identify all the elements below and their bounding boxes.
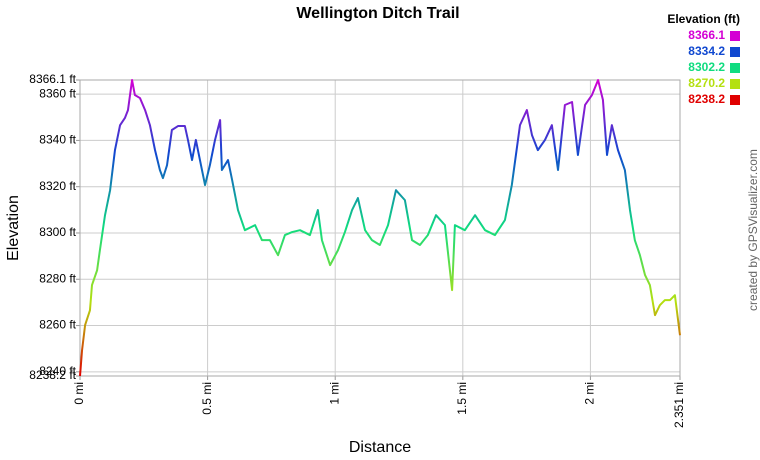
y-tick-label: 8238.2 ft (29, 368, 76, 382)
legend-label: 8270.2 (688, 76, 725, 90)
y-tick-label: 8320 ft (39, 179, 76, 193)
x-tick-label: 1.5 mi (455, 382, 469, 415)
x-tick-label: 1 mi (327, 382, 341, 405)
legend-title: Elevation (ft) (667, 12, 740, 26)
chart-title: Wellington Ditch Trail (296, 5, 459, 22)
elevation-line (79, 79, 681, 377)
x-tick-label: 2.351 mi (672, 382, 686, 428)
legend-label: 8334.2 (688, 44, 725, 58)
y-tick-label: 8300 ft (39, 225, 76, 239)
legend-swatch (730, 79, 740, 89)
x-axis-label: Distance (349, 439, 411, 456)
legend-swatch (730, 63, 740, 73)
legend-swatch (730, 47, 740, 57)
y-tick-label: 8280 ft (39, 271, 76, 285)
plot-frame (79, 79, 681, 377)
y-tick-label: 8366.1 ft (29, 72, 76, 86)
y-tick-label: 8340 ft (39, 133, 76, 147)
y-tick-label: 8260 ft (39, 318, 76, 332)
y-tick-label: 8240 ft (39, 364, 76, 378)
legend-swatch (730, 31, 740, 41)
legend-label: 8366.1 (688, 28, 725, 42)
y-tick-label: 8360 ft (39, 86, 76, 100)
x-tick-label: 0 mi (72, 382, 86, 405)
y-axis-label: Elevation (5, 195, 22, 261)
credit: created by GPSVisualizer.com (746, 149, 760, 311)
legend-label: 8302.2 (688, 60, 725, 74)
legend-swatch (730, 95, 740, 105)
x-tick-label: 2 mi (583, 382, 597, 405)
legend-label: 8238.2 (688, 92, 725, 106)
x-tick-label: 0.5 mi (200, 382, 214, 415)
